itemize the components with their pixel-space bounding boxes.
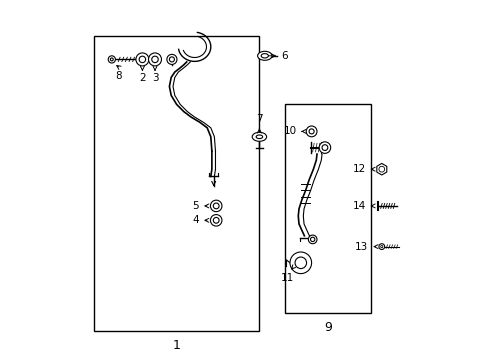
Bar bbox=[285, 104, 371, 313]
Text: 14: 14 bbox=[352, 201, 366, 211]
Ellipse shape bbox=[256, 135, 263, 139]
Text: 7: 7 bbox=[256, 114, 263, 124]
Ellipse shape bbox=[261, 54, 269, 58]
Circle shape bbox=[379, 166, 385, 172]
Circle shape bbox=[381, 246, 383, 248]
Circle shape bbox=[306, 126, 317, 137]
Text: 4: 4 bbox=[192, 215, 199, 225]
Circle shape bbox=[309, 129, 314, 134]
Text: 1: 1 bbox=[172, 339, 180, 352]
Text: 6: 6 bbox=[281, 51, 288, 61]
Circle shape bbox=[213, 217, 219, 223]
Circle shape bbox=[379, 244, 385, 249]
Ellipse shape bbox=[258, 51, 272, 60]
Circle shape bbox=[311, 237, 315, 242]
Text: 11: 11 bbox=[280, 273, 294, 283]
Circle shape bbox=[139, 56, 146, 63]
Text: 12: 12 bbox=[352, 164, 366, 174]
Bar bbox=[94, 36, 259, 331]
Text: 8: 8 bbox=[115, 71, 122, 81]
Circle shape bbox=[290, 252, 312, 274]
Circle shape bbox=[322, 145, 328, 150]
Circle shape bbox=[167, 54, 177, 64]
Circle shape bbox=[108, 56, 116, 63]
Circle shape bbox=[308, 235, 317, 244]
Text: 10: 10 bbox=[283, 126, 296, 136]
Circle shape bbox=[295, 254, 299, 257]
Circle shape bbox=[295, 257, 307, 269]
Text: 13: 13 bbox=[355, 242, 368, 252]
Text: 3: 3 bbox=[152, 73, 158, 83]
Circle shape bbox=[152, 56, 158, 63]
Text: 5: 5 bbox=[192, 201, 199, 211]
Circle shape bbox=[303, 254, 306, 257]
Circle shape bbox=[210, 200, 222, 212]
Ellipse shape bbox=[252, 132, 267, 141]
Circle shape bbox=[110, 58, 113, 61]
Circle shape bbox=[210, 215, 222, 226]
Circle shape bbox=[213, 203, 219, 209]
Circle shape bbox=[148, 53, 162, 66]
Circle shape bbox=[319, 142, 331, 153]
Circle shape bbox=[170, 57, 174, 62]
Text: 9: 9 bbox=[324, 321, 332, 334]
Text: 2: 2 bbox=[139, 73, 146, 83]
Circle shape bbox=[136, 53, 149, 66]
